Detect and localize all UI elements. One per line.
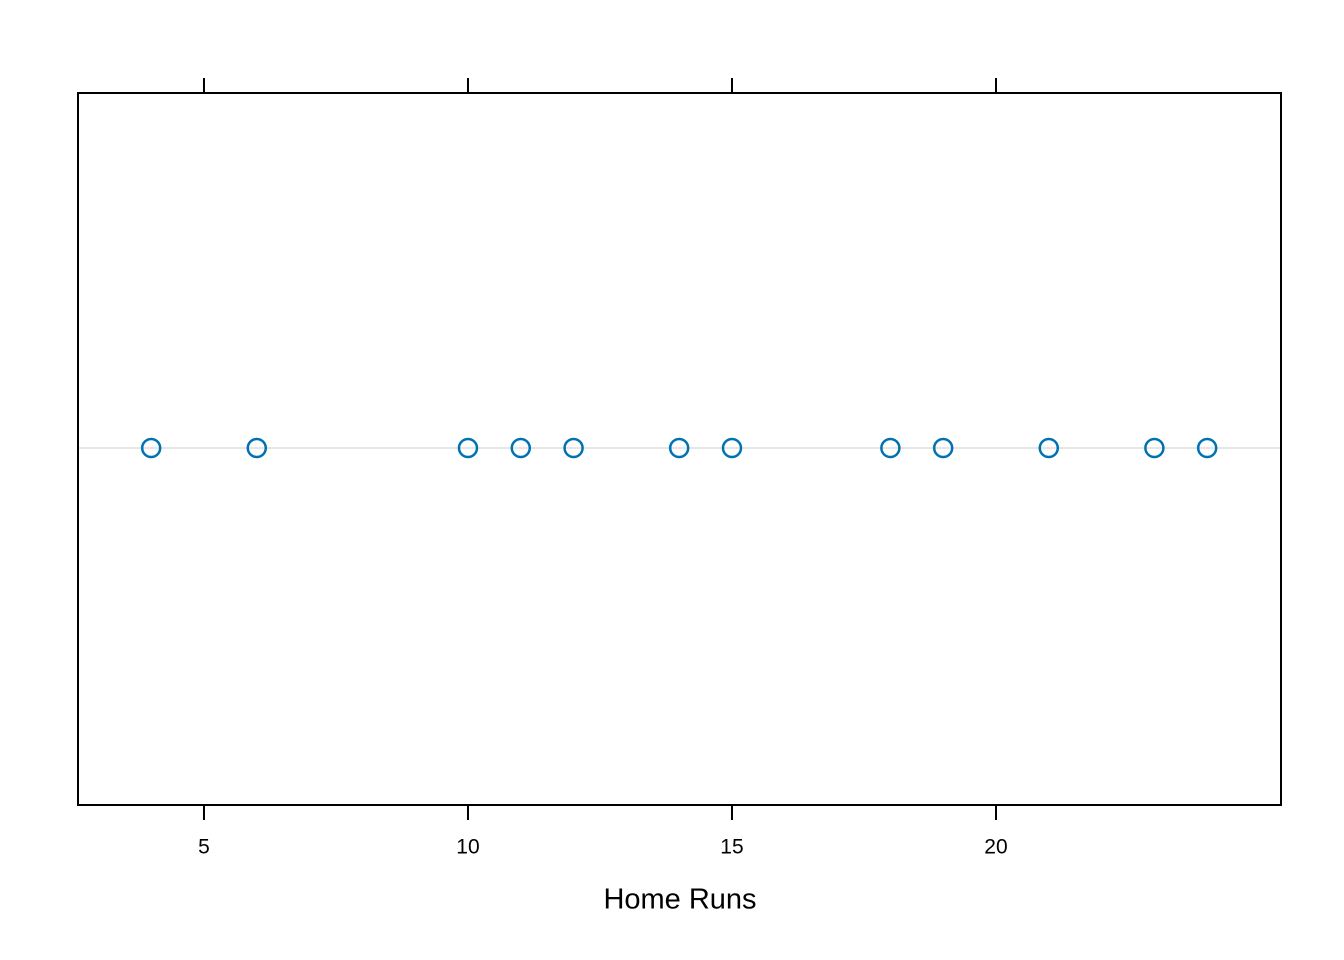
panel-border [77,92,1282,806]
point [880,437,901,459]
x-axis-label: Home Runs [603,884,756,916]
x-tick-label: 5 [198,836,210,859]
point [668,437,690,459]
point [510,437,532,459]
x-tick-label: 15 [720,836,743,859]
x-tick-label: 10 [456,836,479,859]
point [246,437,268,459]
point [721,437,743,459]
point [1038,437,1060,459]
point [932,437,954,459]
point [457,437,479,459]
point [563,437,584,459]
point [1196,437,1218,459]
point [1144,437,1165,459]
point [140,437,162,459]
x-tick-label: 20 [984,836,1007,859]
